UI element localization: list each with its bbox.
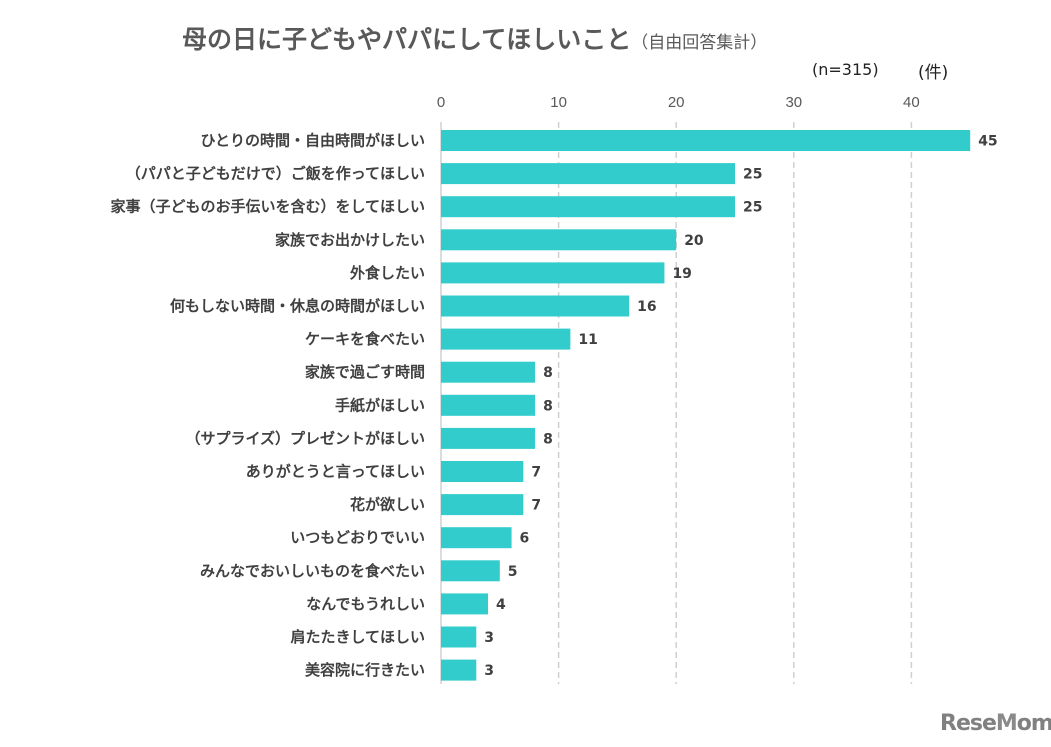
data-label: 11 [578,332,597,348]
bar [441,163,735,185]
data-label: 5 [508,564,518,580]
category-label: 家事（子どものお手伝いを含む）をしてほしい [110,198,425,216]
data-label: 25 [743,200,762,216]
x-tick-label: 0 [437,94,445,111]
data-label: 8 [543,431,553,447]
x-tick-label: 40 [903,94,920,111]
data-label: 19 [672,266,691,282]
chart-subtitle: （自由回答集計） [631,33,768,53]
bar [441,196,735,218]
category-label: 何もしない時間・休息の時間がほしい [170,297,425,315]
data-label: 7 [531,498,541,514]
data-label: 7 [531,465,541,481]
bar [441,494,524,516]
sample-size: (n=315) [812,60,879,79]
x-tick-label: 10 [550,94,567,111]
bar [441,394,536,416]
category-label: いつもどおりでいい [290,529,425,547]
category-label: 家族で過ごす時間 [305,363,425,381]
data-label: 8 [543,398,553,414]
category-label: なんでもうれしい [306,595,425,613]
resemom-logo: ReseMom [940,711,1051,736]
data-label: 8 [543,365,553,381]
bar [441,130,971,151]
category-label: ありがとうと言ってほしい [246,463,425,481]
data-label: 3 [484,663,494,679]
bar [441,527,512,549]
category-label: （パパと子どもだけで）ご飯を作ってほしい [126,165,425,183]
bar [441,593,489,615]
data-label: 4 [496,597,506,613]
bar [441,295,630,317]
category-label: 手紙がほしい [335,396,425,414]
chart-title: 母の日に子どもやパパにしてほしいこと（自由回答集計） [182,20,767,56]
bar [441,659,477,681]
data-label: 20 [684,233,704,249]
category-label: 外食したい [349,264,425,282]
data-label: 25 [743,167,762,183]
category-label: みんなでおいしいものを食べたい [200,562,425,580]
category-label: 花が欲しい [350,496,425,514]
bar [441,461,524,482]
category-label: （サプライズ）プレゼントがほしい [185,429,425,447]
unit-label: (件) [918,63,949,83]
data-label: 16 [637,299,656,315]
title-main: 母の日に子どもやパパにしてほしいこと [182,25,632,54]
bar [441,560,500,582]
bar [441,328,571,350]
category-label: 肩たたきしてほしい [290,628,425,646]
category-label: ケーキを食べたい [305,330,425,348]
x-tick-label: 20 [668,94,685,111]
category-label: 美容院に行きたい [305,661,425,679]
bar [441,229,677,251]
bar [441,427,536,449]
category-label: ひとりの時間・自由時間がほしい [200,132,425,150]
x-tick-label: 30 [785,94,802,111]
data-label: 3 [484,630,494,646]
data-label: 45 [978,134,997,150]
data-label: 6 [520,531,530,547]
bar [441,361,536,383]
bar [441,262,665,284]
bar [441,626,477,648]
category-label: 家族でお出かけしたい [275,231,425,249]
